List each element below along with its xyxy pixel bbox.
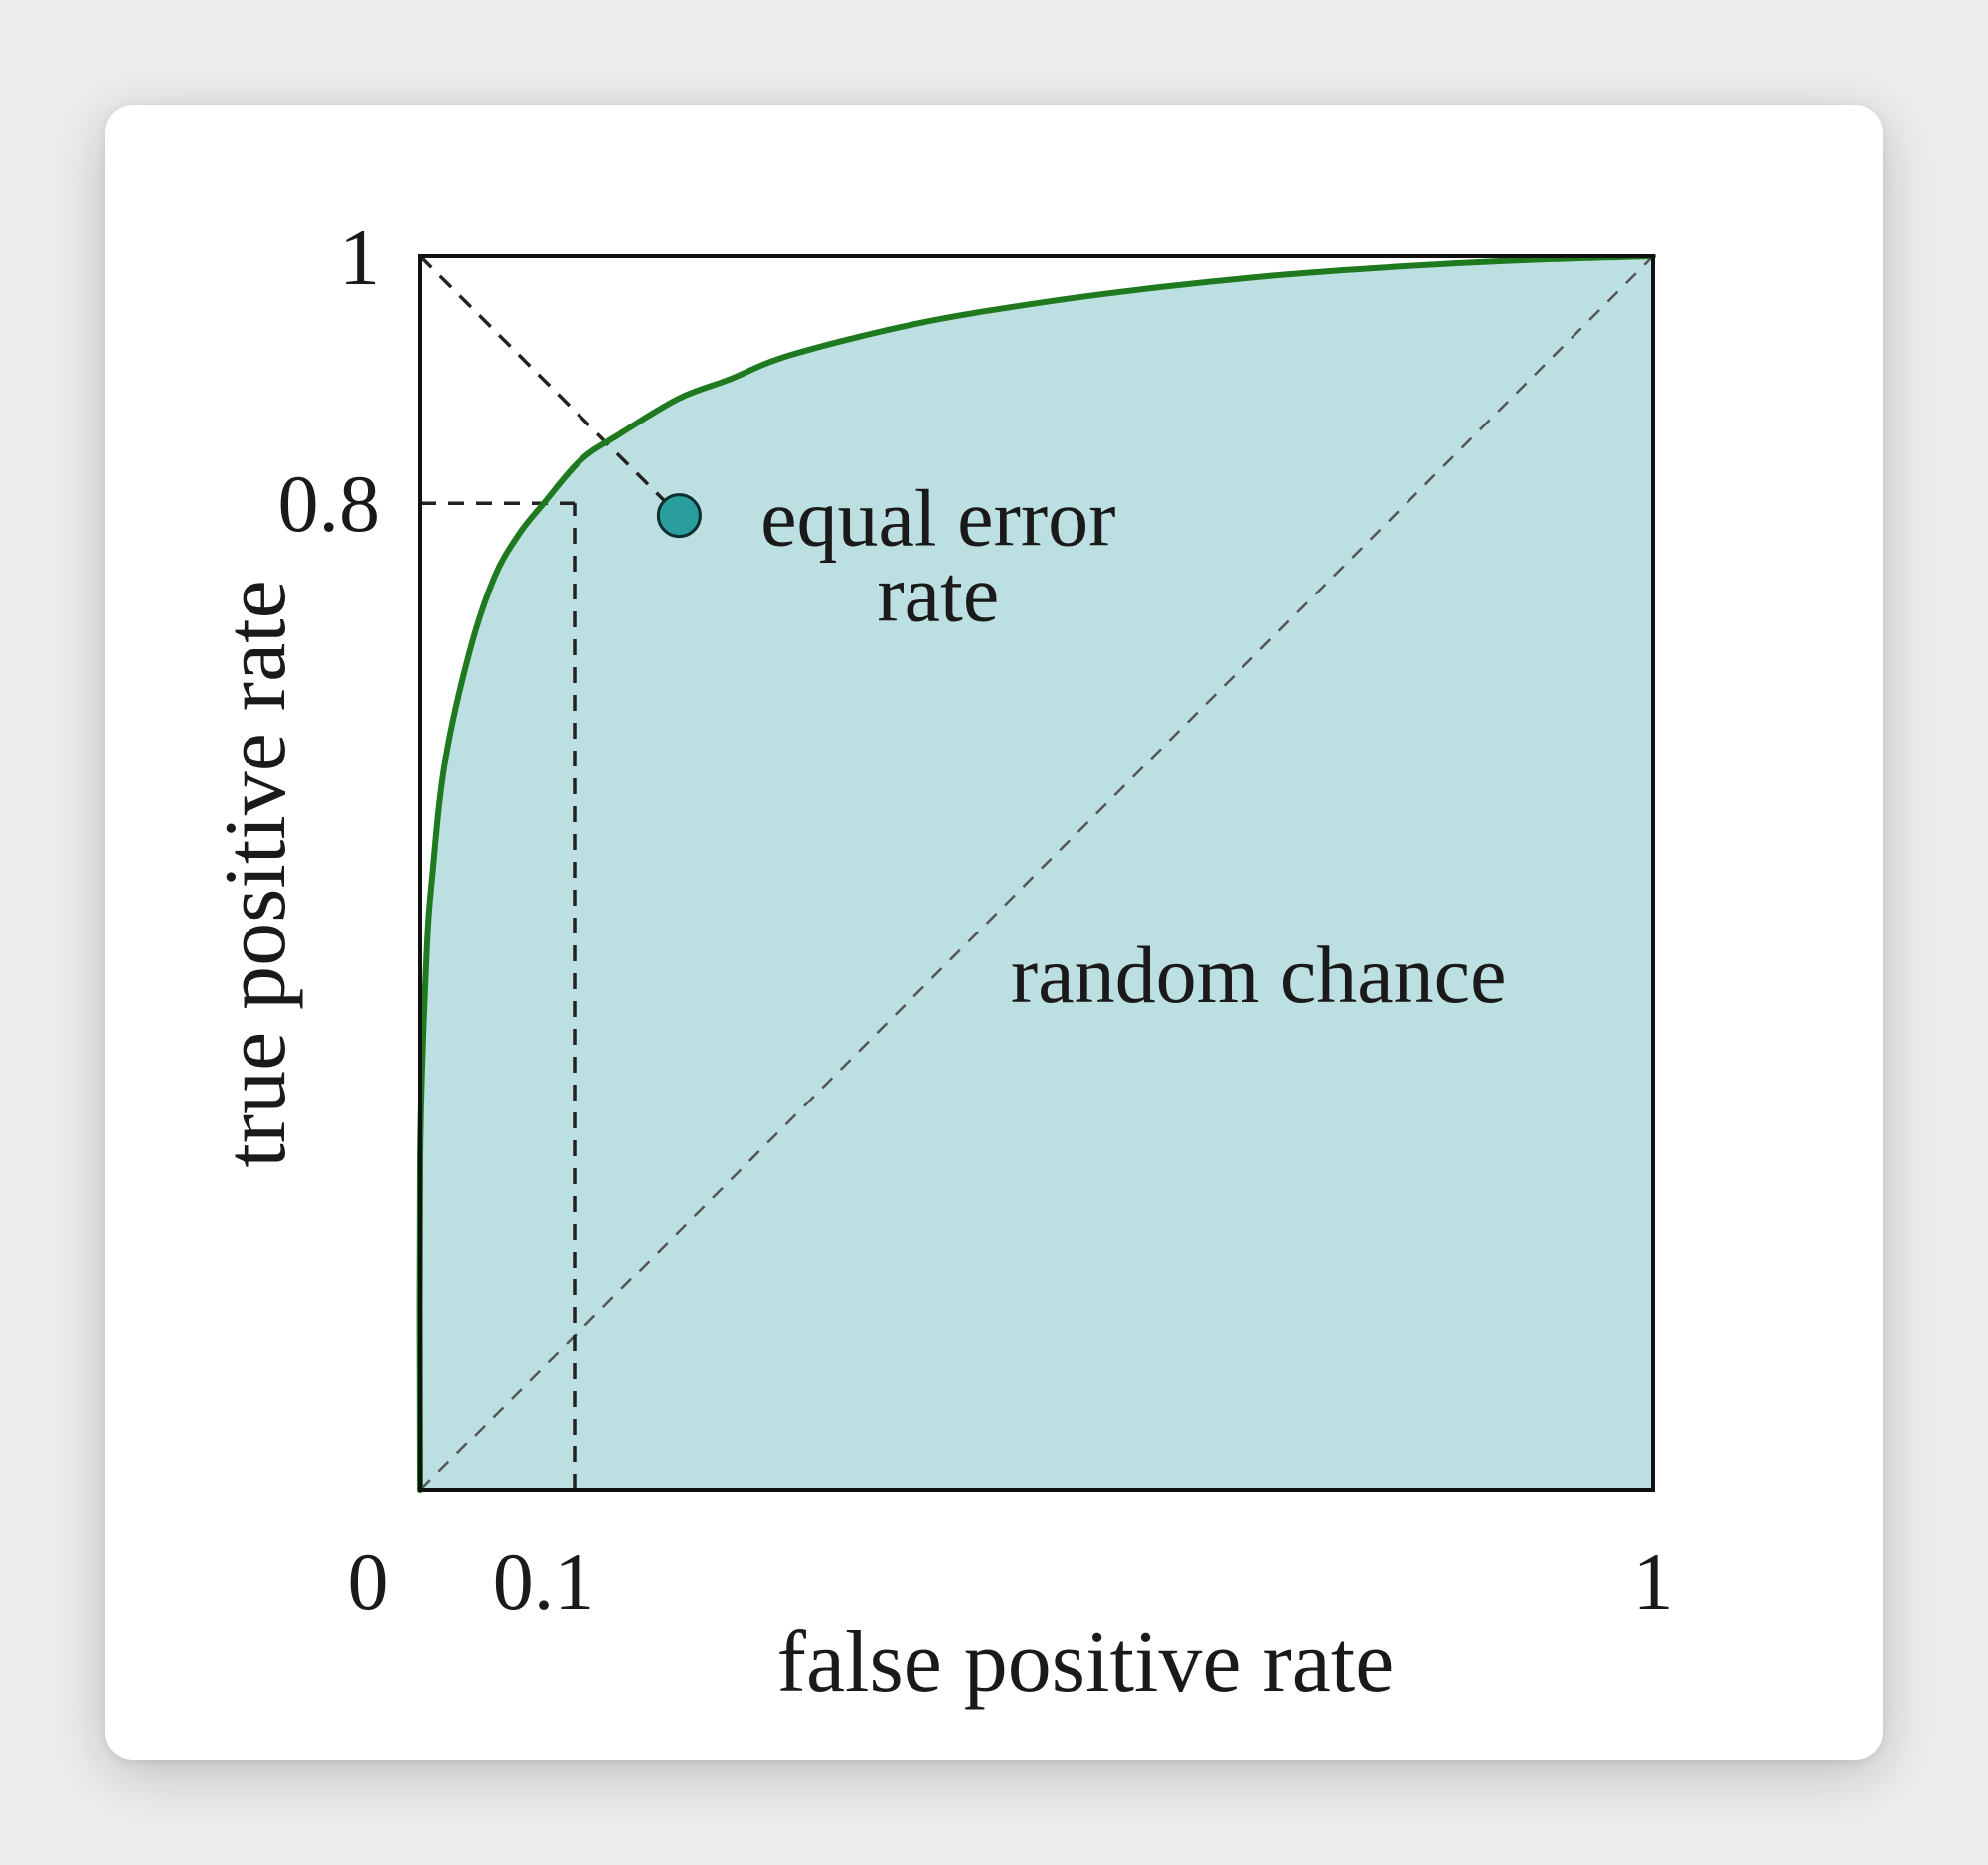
roc-curve (416, 254, 1656, 1493)
equal-error-rate-point (656, 493, 702, 539)
y-tick-label-0-8: 0.8 (278, 458, 381, 549)
annotation-line-1: rate (877, 549, 999, 639)
annotation-line-0: equal error (760, 473, 1115, 564)
auc-area (419, 256, 1653, 1490)
equal-error-line (418, 254, 681, 517)
x-tick-label-1: 1 (1633, 1536, 1674, 1626)
y-axis-label: true positive rate (208, 580, 304, 1167)
x-tick-label-0-1: 0.1 (493, 1536, 595, 1626)
annotation-equal-error-rate: equal error rate (760, 473, 1115, 639)
roc-chart: 0 0.1 1 0.8 1 false positive rate true positiv… (208, 212, 1674, 1711)
plot-frame (418, 254, 1655, 1492)
y-tick-label-1: 1 (339, 212, 380, 302)
x-tick-label-0: 0 (348, 1536, 389, 1626)
annotation-random-chance: random chance (1011, 930, 1507, 1020)
x-axis-label: false positive rate (777, 1614, 1395, 1711)
chart-card: 0 0.1 1 0.8 1 false positive rate true positiv… (105, 105, 1883, 1760)
random-chance-diagonal (419, 255, 1654, 1491)
